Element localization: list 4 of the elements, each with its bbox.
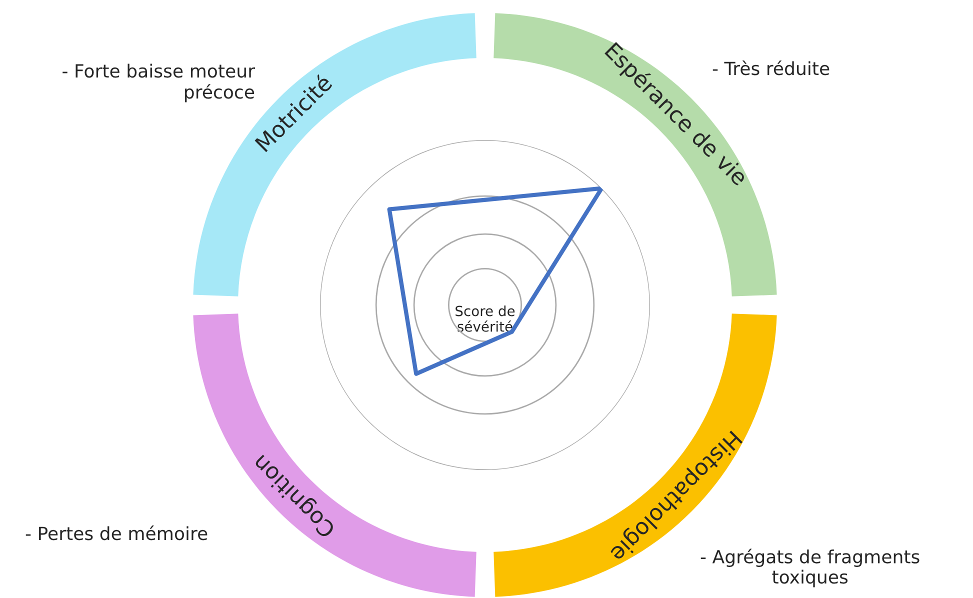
text: - Très réduite: [712, 60, 830, 76]
text: Score de sévérité: [456, 306, 515, 332]
text: - Pertes de mémoire: [26, 526, 208, 540]
text: - Forte baisse moteur précoce: [62, 64, 256, 102]
